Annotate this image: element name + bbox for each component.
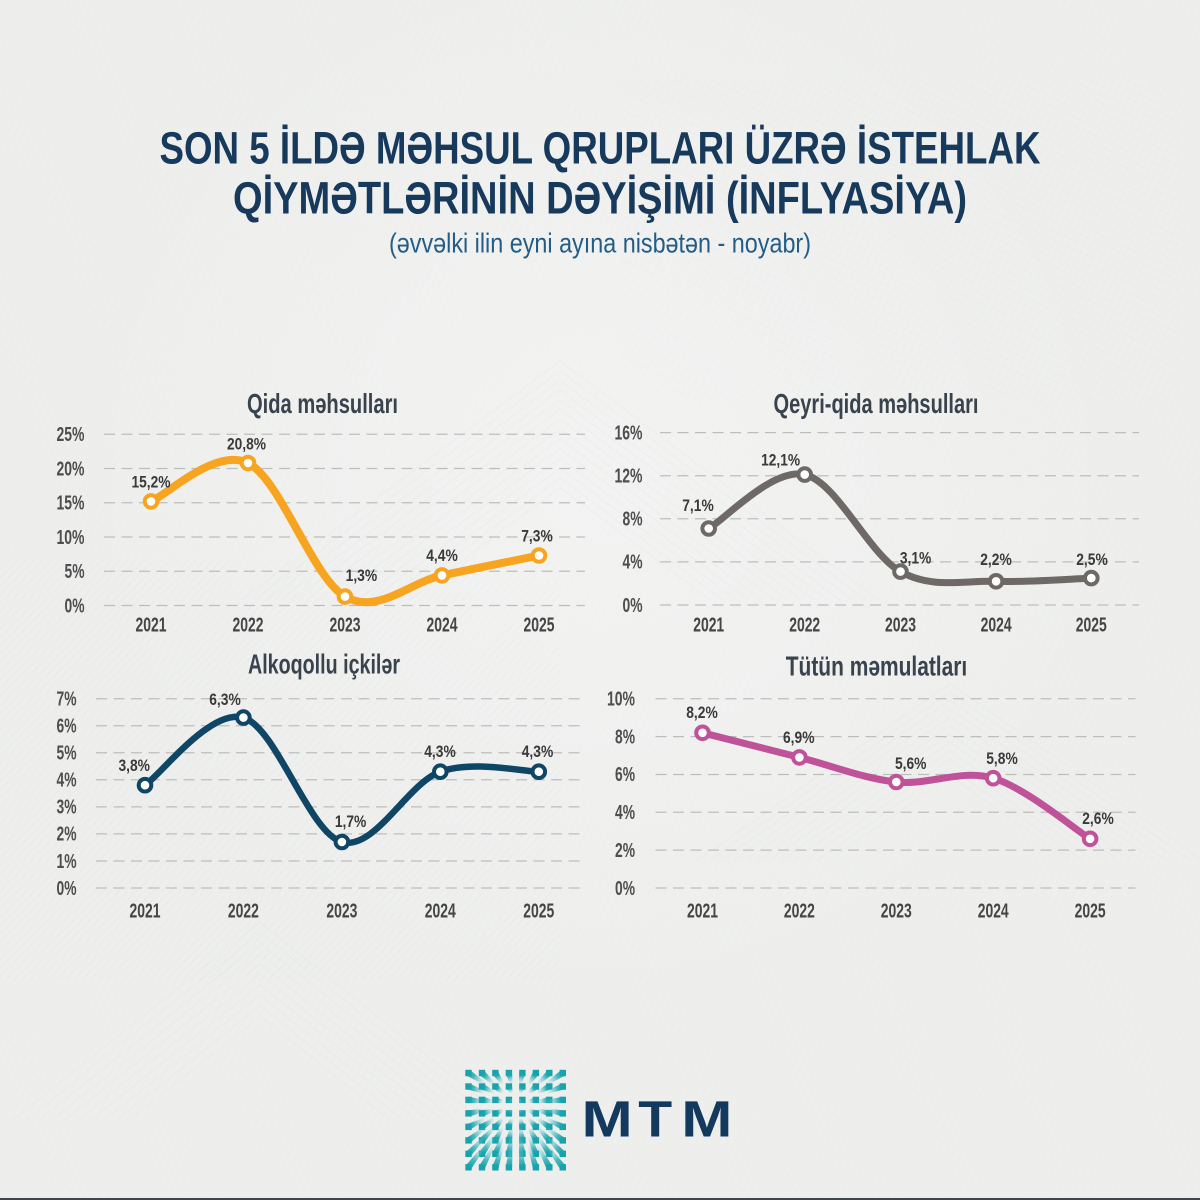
svg-text:20%: 20% (57, 458, 85, 480)
svg-text:0%: 0% (623, 595, 643, 617)
svg-text:3,1%: 3,1% (900, 550, 932, 568)
svg-text:2,5%: 2,5% (1076, 551, 1108, 569)
svg-text:7,1%: 7,1% (682, 497, 714, 515)
svg-text:12,1%: 12,1% (761, 452, 800, 470)
svg-text:4,3%: 4,3% (522, 743, 554, 761)
svg-text:7%: 7% (57, 689, 77, 711)
svg-text:2024: 2024 (425, 901, 457, 923)
svg-text:4%: 4% (57, 770, 77, 792)
svg-text:5,6%: 5,6% (895, 755, 927, 773)
svg-text:2025: 2025 (523, 901, 554, 923)
svg-text:12%: 12% (615, 466, 643, 488)
svg-text:8%: 8% (623, 509, 643, 531)
svg-text:2%: 2% (615, 840, 635, 862)
svg-text:1,7%: 1,7% (335, 813, 367, 831)
svg-text:25%: 25% (57, 424, 85, 446)
svg-text:Qida məhsulları: Qida məhsulları (247, 388, 398, 419)
svg-text:2,2%: 2,2% (980, 551, 1012, 569)
svg-text:SON 5 İLDƏ MƏHSUL QRUPLARI ÜZR: SON 5 İLDƏ MƏHSUL QRUPLARI ÜZRƏ İSTEHLAK (160, 123, 1041, 174)
svg-text:2021: 2021 (130, 901, 161, 923)
svg-text:7,3%: 7,3% (521, 528, 553, 546)
svg-text:2023: 2023 (881, 901, 912, 923)
svg-text:M: M (582, 1091, 633, 1148)
svg-text:2023: 2023 (330, 615, 361, 637)
svg-text:1,3%: 1,3% (346, 567, 378, 585)
svg-text:2022: 2022 (784, 901, 815, 923)
svg-text:4%: 4% (623, 552, 643, 574)
svg-text:6,3%: 6,3% (209, 691, 241, 709)
svg-text:2024: 2024 (978, 901, 1010, 923)
svg-text:5,8%: 5,8% (986, 750, 1018, 768)
svg-text:5%: 5% (65, 561, 85, 583)
svg-text:2,6%: 2,6% (1082, 810, 1114, 828)
svg-text:T: T (638, 1092, 672, 1148)
svg-text:2%: 2% (57, 824, 77, 846)
svg-text:8,2%: 8,2% (686, 704, 718, 722)
svg-text:10%: 10% (57, 527, 85, 549)
svg-text:0%: 0% (65, 595, 85, 617)
svg-text:2022: 2022 (228, 901, 259, 923)
svg-text:15,2%: 15,2% (132, 474, 171, 492)
svg-text:20,8%: 20,8% (227, 436, 266, 454)
svg-text:M: M (681, 1091, 732, 1148)
svg-text:16%: 16% (615, 422, 643, 444)
svg-text:2025: 2025 (1076, 615, 1107, 637)
svg-text:0%: 0% (615, 878, 635, 900)
svg-text:4,4%: 4,4% (426, 547, 458, 565)
svg-text:0%: 0% (57, 878, 77, 900)
svg-text:6%: 6% (57, 716, 77, 738)
svg-text:2021: 2021 (693, 615, 724, 637)
svg-text:4%: 4% (615, 802, 635, 824)
svg-text:10%: 10% (607, 689, 635, 711)
svg-text:15%: 15% (57, 493, 85, 515)
svg-text:2024: 2024 (427, 615, 459, 637)
svg-text:2025: 2025 (1075, 901, 1106, 923)
svg-text:6%: 6% (615, 764, 635, 786)
svg-text:2023: 2023 (885, 615, 916, 637)
svg-text:5%: 5% (57, 743, 77, 765)
svg-text:2025: 2025 (524, 615, 555, 637)
svg-text:Alkoqollu içkilər: Alkoqollu içkilər (248, 649, 400, 680)
svg-text:4,3%: 4,3% (424, 743, 456, 761)
svg-text:3%: 3% (57, 797, 77, 819)
svg-text:3,8%: 3,8% (118, 757, 150, 775)
svg-text:(əvvəlki ilin eyni ayına nisbə: (əvvəlki ilin eyni ayına nisbətən - noya… (389, 228, 811, 259)
svg-text:1%: 1% (57, 851, 77, 873)
svg-text:2021: 2021 (687, 901, 718, 923)
svg-text:QİYMƏTLƏRİNİN DƏYİŞİMİ (İNFLYA: QİYMƏTLƏRİNİN DƏYİŞİMİ (İNFLYASİYA) (233, 173, 967, 224)
svg-text:2021: 2021 (136, 615, 167, 637)
svg-text:6,9%: 6,9% (783, 729, 815, 747)
svg-text:Qeyri-qida məhsulları: Qeyri-qida məhsulları (774, 388, 979, 419)
svg-text:Tütün məmulatları: Tütün məmulatları (786, 650, 968, 681)
svg-text:2022: 2022 (233, 615, 264, 637)
svg-text:2023: 2023 (326, 901, 357, 923)
svg-text:2024: 2024 (981, 615, 1013, 637)
svg-text:2022: 2022 (789, 615, 820, 637)
svg-text:8%: 8% (615, 726, 635, 748)
